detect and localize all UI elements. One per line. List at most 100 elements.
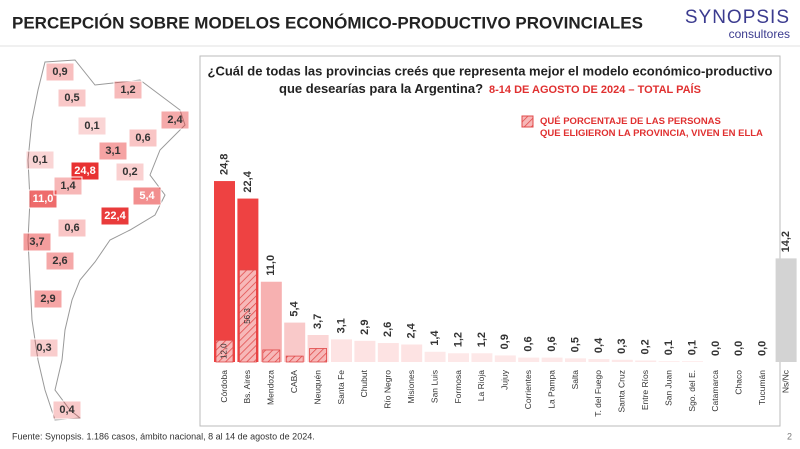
value-label: 2,9	[359, 320, 371, 335]
question: ¿Cuál de todas las provincias creés que …	[208, 63, 773, 78]
value-label: 0,1	[686, 340, 698, 355]
value-label: 0,6	[523, 336, 535, 351]
value-label: 0,4	[593, 337, 605, 353]
bar	[635, 360, 657, 362]
legend-line: QUE ELIGIERON LA PROVINCIA, VIVEN EN ELL…	[540, 128, 763, 139]
bar	[565, 358, 586, 362]
chart-frame	[199, 55, 781, 427]
logo: SYNOPSIS	[685, 7, 790, 28]
bar	[541, 357, 563, 362]
map-province	[29, 338, 59, 358]
map-label: 22,4	[104, 210, 126, 222]
category-label: Chubut	[359, 369, 369, 397]
hatch-bar	[309, 348, 328, 363]
bar	[518, 357, 540, 362]
category-label: La Rioja	[476, 370, 486, 401]
map-province	[128, 128, 158, 148]
value-label: 0,9	[499, 334, 511, 349]
legend-swatch	[521, 115, 534, 128]
category-label: Ns/Nc	[780, 369, 790, 393]
map-label: 2,4	[167, 114, 183, 126]
bar	[377, 343, 399, 362]
map-label: 0,2	[122, 166, 137, 178]
category-label: Misiones	[406, 370, 416, 404]
value-label: 0,6	[546, 336, 558, 351]
category-label: Catamarca	[710, 370, 720, 412]
category-label: Corrientes	[523, 370, 533, 409]
map-province	[57, 218, 87, 238]
bar	[471, 353, 493, 362]
value-label: 0,0	[757, 341, 769, 356]
value-label: 22,4	[242, 170, 254, 192]
map-province	[53, 176, 83, 196]
bar	[284, 322, 306, 362]
hatch-bar	[262, 349, 281, 363]
category-label: La Pampa	[546, 370, 556, 409]
hatch-bar	[215, 339, 234, 363]
value-label: 0,0	[710, 341, 722, 356]
map-province	[22, 232, 52, 252]
map-label: 2,6	[52, 255, 67, 267]
map-label: 0,4	[59, 404, 75, 416]
subtitle: 8-14 DE AGOSTO DE 2024 – TOTAL PAÍS	[489, 83, 701, 96]
bar	[331, 339, 352, 362]
bar	[658, 361, 680, 362]
hatch-bar	[238, 269, 257, 363]
value-label: 0,3	[616, 339, 628, 354]
bar	[424, 351, 446, 362]
map-label: 0,1	[84, 120, 99, 132]
value-label: 2,4	[406, 322, 418, 338]
value-label: 1,2	[452, 332, 464, 347]
value-label: 0,1	[663, 340, 675, 355]
map-label: 11,0	[33, 193, 54, 205]
bar	[775, 258, 797, 362]
map-label: 2,9	[40, 293, 55, 305]
map-label: 1,4	[60, 180, 76, 192]
category-label: Mendoza	[266, 370, 276, 405]
value-label: 0,5	[569, 337, 581, 352]
category-label: San Juan	[663, 370, 673, 406]
bar	[214, 181, 235, 362]
map-province	[52, 400, 82, 420]
hatch-label: 12,0	[220, 343, 229, 359]
title: PERCEPCIÓN SOBRE MODELOS ECONÓMICO-PRODU…	[12, 13, 643, 32]
value-label: 0,0	[733, 341, 745, 356]
map-label: 3,7	[29, 236, 44, 248]
value-label: 3,1	[335, 318, 347, 333]
hatch-bar	[285, 355, 304, 363]
source: Fuente: Synopsis. 1.186 casos, ámbito na…	[12, 431, 315, 441]
map-label: 3,1	[105, 145, 120, 157]
category-label: Formosa	[453, 370, 463, 404]
category-label: San Luis	[429, 370, 439, 403]
map-province	[100, 206, 130, 226]
value-label: 3,7	[312, 314, 324, 329]
category-label: Santa Cruz	[617, 370, 627, 413]
bar	[448, 353, 469, 362]
category-label: Jujuy	[500, 369, 510, 390]
category-label: Chaco	[734, 370, 744, 395]
question-line: que desearías para la Argentina? 8-14 DE …	[279, 81, 701, 96]
value-label: 14,2	[780, 231, 792, 252]
bar	[588, 359, 610, 362]
category-label: Río Negro	[383, 370, 393, 409]
category-label: Bs. Aires	[242, 370, 252, 404]
category-label: T. del Fuego	[593, 370, 603, 417]
question: que desearías para la Argentina?	[279, 81, 483, 96]
category-label: Salta	[570, 370, 580, 390]
map-province	[115, 162, 145, 182]
category-label: Neuquén	[312, 370, 322, 405]
value-label: 1,4	[429, 330, 441, 346]
map-province	[45, 62, 75, 82]
map-label: 0,3	[36, 342, 51, 354]
legend-text: QUÉ PORCENTAJE DE LAS PERSONAS QUE ELIGIE…	[540, 116, 763, 139]
bar	[260, 281, 282, 362]
map-province	[70, 161, 100, 181]
map-label: 5,4	[139, 190, 155, 202]
value-label: 5,4	[289, 300, 301, 316]
category-label: Entre Ríos	[640, 370, 650, 410]
category-label: Córdoba	[219, 370, 229, 403]
map-label: 0,5	[64, 92, 79, 104]
bar	[494, 355, 516, 362]
legend-line: QUÉ PORCENTAJE DE LAS PERSONAS	[540, 116, 721, 127]
